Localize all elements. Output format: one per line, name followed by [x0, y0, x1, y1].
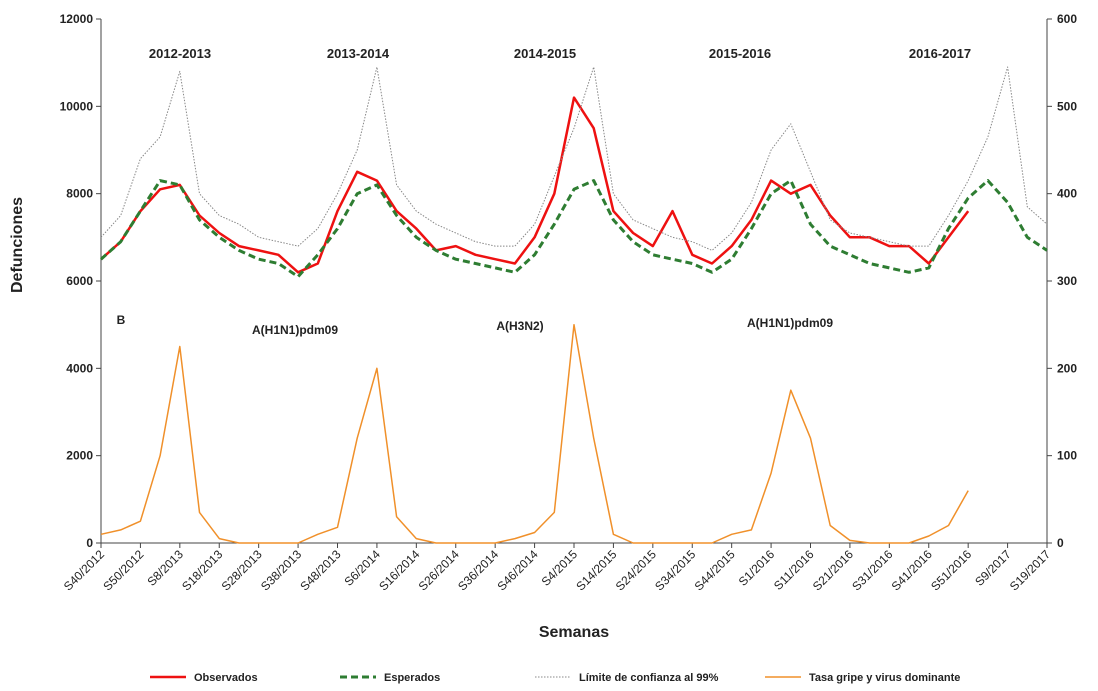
y-axis-title: Defunciones [9, 197, 26, 293]
x-tick-label: S34/2015 [652, 547, 698, 593]
x-tick-label: S44/2015 [692, 547, 738, 593]
y-tick-label: 2000 [66, 449, 93, 463]
y2-tick-label: 200 [1057, 361, 1077, 375]
x-tick-label: S11/2016 [771, 547, 817, 593]
x-tick-label: S16/2014 [376, 547, 422, 593]
x-tick-label: S46/2014 [494, 547, 540, 593]
y-tick-label: 4000 [66, 361, 93, 375]
series-line [100, 179, 1048, 279]
x-tick-label: S18/2013 [179, 547, 225, 593]
virus-label: A(H1N1)pdm09 [252, 323, 338, 337]
x-tick-label: S21/2016 [810, 547, 856, 593]
legend-label: Esperados [384, 672, 440, 684]
season-label: 2012-2013 [149, 46, 211, 61]
y2-tick-label: 600 [1057, 12, 1077, 26]
y2-tick-label: 500 [1057, 99, 1077, 113]
virus-label: B [117, 313, 126, 327]
x-tick-label: S24/2015 [613, 547, 659, 593]
series-line [100, 323, 969, 544]
legend-label: Tasa gripe y virus dominante [809, 672, 960, 684]
virus-label: A(H3N2) [496, 319, 543, 333]
season-label: 2016-2017 [909, 46, 971, 61]
virus-label: A(H1N1)pdm09 [747, 316, 833, 330]
x-tick-label: S28/2013 [219, 547, 265, 593]
y-tick-label: 10000 [60, 99, 94, 113]
y2-tick-label: 400 [1057, 187, 1077, 201]
x-tick-label: S19/2017 [1007, 547, 1053, 593]
series-line [100, 66, 1048, 251]
x-tick-label: S40/2012 [61, 547, 107, 593]
x-tick-label: S50/2012 [100, 547, 146, 593]
x-tick-label: S36/2014 [455, 547, 501, 593]
y-tick-label: 6000 [66, 274, 93, 288]
season-label: 2013-2014 [327, 46, 390, 61]
y-tick-label: 8000 [66, 187, 93, 201]
y-tick-label: 0 [86, 536, 93, 550]
season-label: 2014-2015 [514, 46, 576, 61]
x-tick-label: S41/2016 [889, 547, 935, 593]
legend-label: Observados [194, 672, 258, 684]
x-tick-label: S48/2013 [297, 547, 343, 593]
legend-label: Límite de confianza al 99% [579, 672, 719, 684]
y2-tick-label: 300 [1057, 274, 1077, 288]
season-label: 2015-2016 [709, 46, 771, 61]
x-axis-title: Semanas [539, 624, 609, 641]
series-line [100, 96, 970, 274]
x-tick-label: S26/2014 [416, 547, 462, 593]
y2-tick-label: 100 [1057, 449, 1077, 463]
x-tick-label: S14/2015 [573, 547, 619, 593]
y-tick-label: 12000 [60, 12, 94, 26]
x-tick-label: S38/2013 [258, 547, 304, 593]
y2-tick-label: 0 [1057, 536, 1064, 550]
x-tick-label: S31/2016 [849, 547, 895, 593]
x-tick-label: S51/2016 [928, 547, 974, 593]
